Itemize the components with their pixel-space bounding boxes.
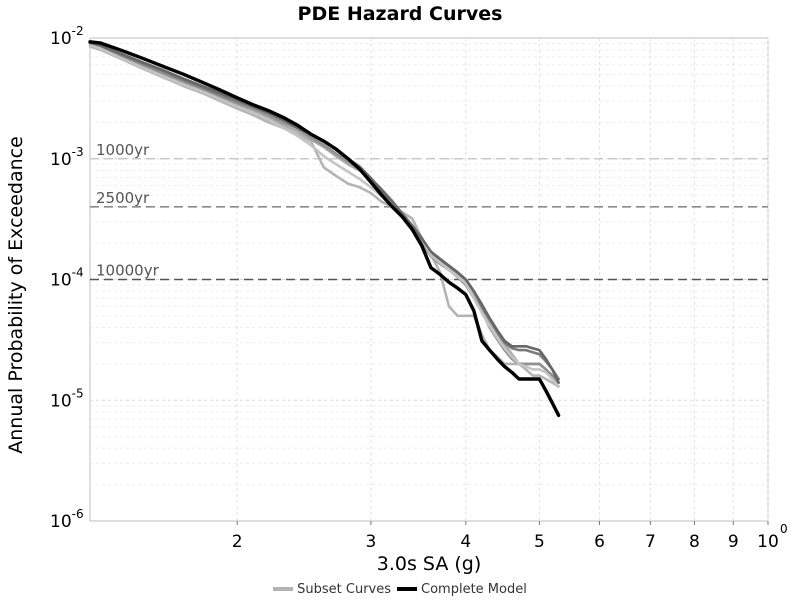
x-tick-labels: 2 3 4 5 6 7 8 9 100: [232, 521, 788, 552]
x-tick-label: 3: [366, 532, 377, 552]
legend-label-complete: Complete Model: [421, 581, 527, 597]
hazard-chart: 1000yr 2500yr 10000yr 2 3 4 5 6 7 8 9 100 10-2 10-3…: [5, 3, 788, 575]
legend-item-subset: Subset Curves: [273, 582, 391, 597]
y-axis-label: Annual Probability of Exceedance: [5, 136, 27, 454]
chart-title: PDE Hazard Curves: [298, 3, 503, 25]
x-tick-label: 8: [689, 532, 700, 552]
x-axis-label: 3.0s SA (g): [377, 553, 482, 575]
legend-item-complete: Complete Model: [397, 582, 527, 597]
series-group: [88, 40, 561, 417]
y-tick-labels: 10-2 10-3 10-4 10-5 10-6: [50, 24, 84, 532]
x-tick-label: 9: [728, 532, 739, 552]
legend-label-subset: Subset Curves: [297, 581, 392, 597]
y-tick-label: 10-3: [50, 145, 84, 170]
x-tick-label: 2: [232, 532, 243, 552]
legend-swatch-complete: [397, 587, 418, 591]
y-tick-label: 10-2: [50, 24, 84, 49]
legend: Subset Curves Complete Model: [0, 578, 800, 600]
legend-swatch-subset: [273, 587, 294, 591]
y-tick-label: 10-5: [50, 386, 84, 411]
y-tick-label: 10-4: [50, 266, 84, 291]
complete-model-line: [88, 40, 561, 417]
reference-lines: 1000yr 2500yr 10000yr: [90, 141, 768, 281]
reference-line-label: 10000yr: [96, 262, 160, 280]
subset-curve-line: [88, 41, 560, 384]
x-tick-label: 7: [645, 532, 656, 552]
x-tick-label: 10: [757, 532, 779, 552]
grid: [90, 38, 769, 521]
x-tick-label: 5: [534, 532, 545, 552]
x-tick-exponent: 0: [780, 522, 788, 536]
y-tick-label: 10-6: [50, 507, 84, 532]
reference-line-label: 2500yr: [96, 189, 150, 207]
reference-line-label: 1000yr: [96, 141, 150, 159]
x-tick-label: 6: [594, 532, 605, 552]
x-tick-label: 4: [460, 532, 471, 552]
